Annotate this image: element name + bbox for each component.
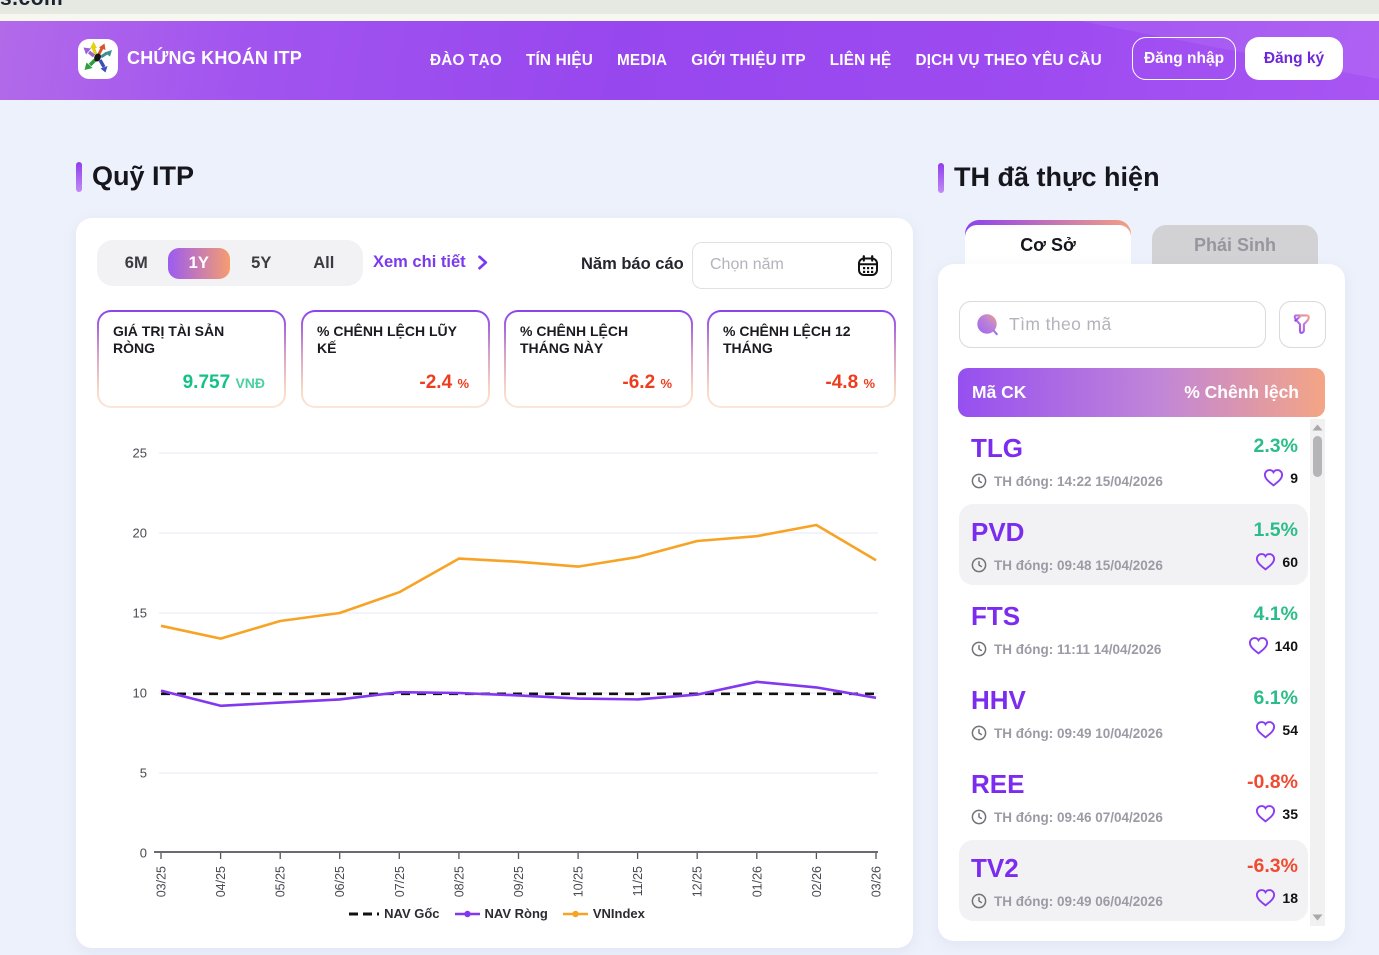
svg-text:10: 10 (133, 686, 147, 701)
svg-text:25: 25 (133, 446, 147, 461)
svg-text:20: 20 (133, 526, 147, 541)
svg-text:15: 15 (133, 606, 147, 621)
svg-text:08/25: 08/25 (452, 866, 466, 897)
svg-text:03/25: 03/25 (155, 866, 169, 897)
svg-text:03/26: 03/26 (870, 866, 884, 897)
svg-text:09/25: 09/25 (512, 866, 526, 897)
svg-text:04/25: 04/25 (214, 866, 228, 897)
svg-text:0: 0 (140, 846, 147, 861)
svg-text:12/25: 12/25 (691, 866, 705, 897)
svg-text:07/25: 07/25 (393, 866, 407, 897)
svg-text:05/25: 05/25 (274, 866, 288, 897)
svg-text:5: 5 (140, 766, 147, 781)
svg-text:11/25: 11/25 (631, 866, 645, 896)
svg-text:01/26: 01/26 (750, 866, 764, 897)
svg-text:10/25: 10/25 (572, 866, 586, 897)
svg-text:02/26: 02/26 (810, 866, 824, 897)
svg-text:06/25: 06/25 (333, 866, 347, 897)
